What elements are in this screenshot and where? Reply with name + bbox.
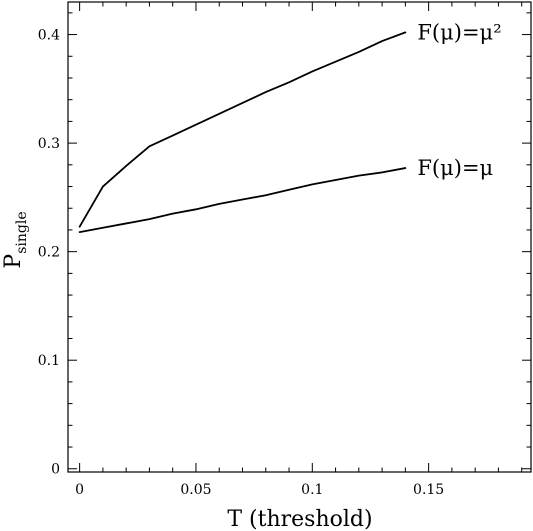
x-tick-label: 0.05: [180, 482, 211, 498]
y-tick-label: 0.2: [38, 245, 60, 261]
x-tick-label: 0: [75, 482, 84, 498]
series-labels: F(μ)=μ² F(μ)=μ: [417, 20, 501, 180]
series-label-1: F(μ)=μ²: [417, 20, 501, 44]
tick-labels: 0 0.05 0.1 0.15 0 0.1 0.2 0.3 0.4: [38, 28, 444, 498]
x-axis-label: T (threshold): [227, 507, 372, 531]
y-axis-label-main: P: [1, 254, 26, 269]
x-tick-label: 0.15: [413, 482, 444, 498]
series-line-1: [78, 31, 407, 228]
y-tick-label: 0.3: [38, 136, 60, 152]
y-tick-label: 0.1: [38, 353, 60, 369]
axis-ticks: [68, 2, 531, 472]
y-tick-label: 0: [51, 462, 60, 478]
y-axis-label-subscript: single: [14, 211, 30, 253]
series-line-2: [78, 167, 407, 234]
y-tick-label: 0.4: [38, 28, 60, 44]
series-label-2: F(μ)=μ: [417, 156, 493, 180]
y-axis-label: Psingle: [1, 211, 30, 268]
plot-frame: [67, 1, 532, 473]
x-tick-label: 0.1: [301, 482, 323, 498]
svg-text:Psingle: Psingle: [1, 211, 30, 268]
series-lines: [78, 31, 407, 234]
